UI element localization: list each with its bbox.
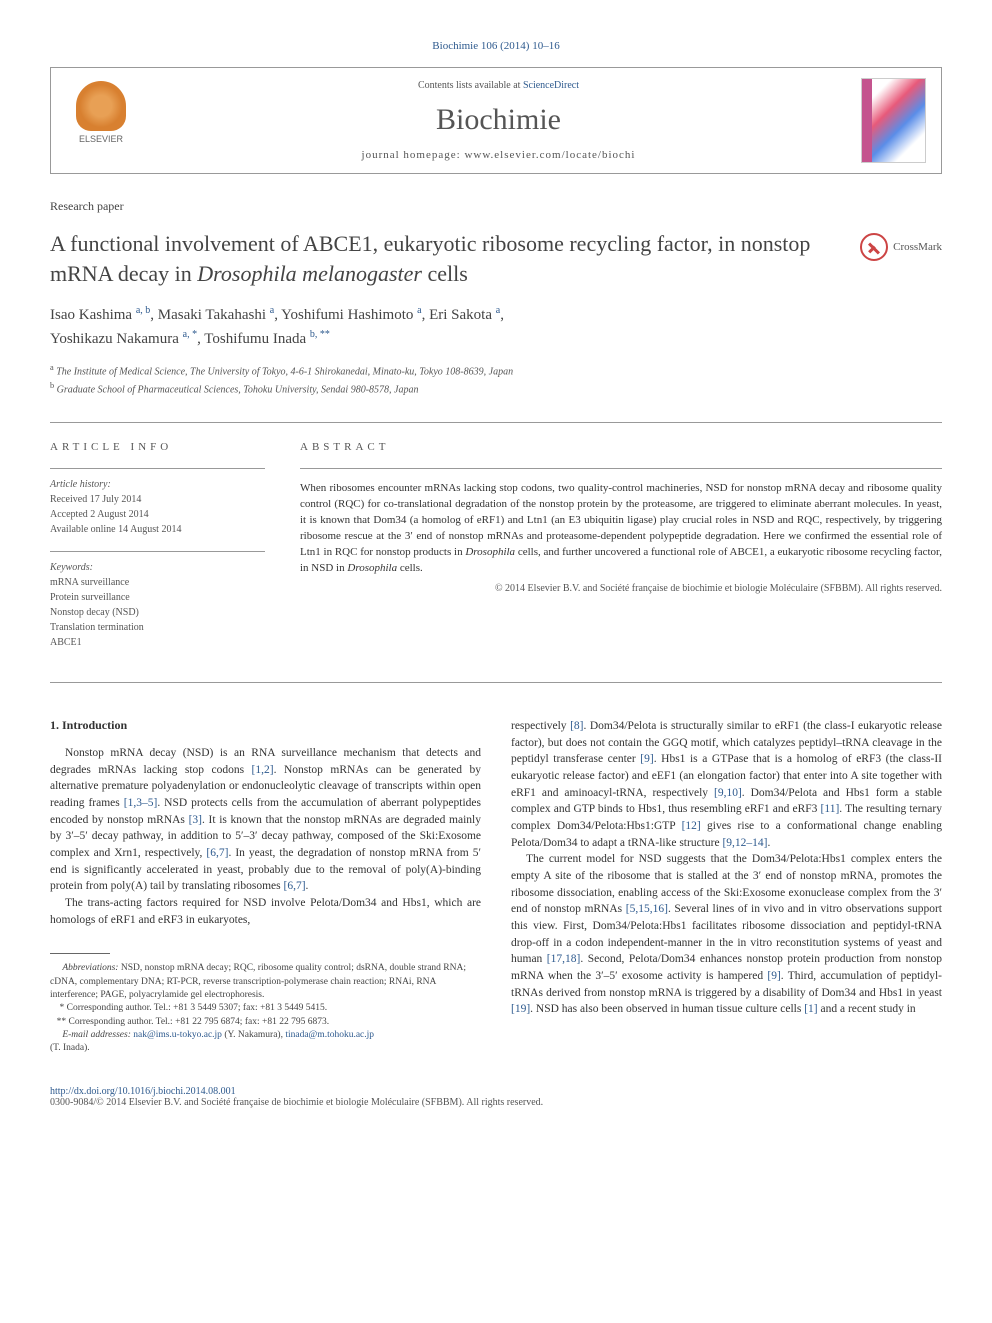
journal-cover-thumbnail <box>861 78 926 163</box>
c2p2e: . NSD has also been observed in human ti… <box>530 1003 804 1015</box>
corresponding-1: Corresponding author. Tel.: +81 3 5449 5… <box>64 1003 327 1013</box>
author-6: , Toshifumu Inada <box>197 331 310 347</box>
cite-19[interactable]: [19] <box>511 1003 530 1015</box>
email-1[interactable]: nak@ims.u-tokyo.ac.jp <box>131 1030 222 1040</box>
abbrev-label: Abbreviations: <box>62 963 118 973</box>
cite-1-3-5[interactable]: [1,3–5] <box>124 797 158 809</box>
email-2[interactable]: tinada@m.tohoku.ac.jp <box>285 1030 374 1040</box>
abstract-p1b: Drosophila <box>465 546 515 558</box>
history-accepted: Accepted 2 August 2014 <box>50 507 265 522</box>
affil-a: The Institute of Medical Science, The Un… <box>54 367 513 378</box>
elsevier-label: ELSEVIER <box>79 134 123 144</box>
cite-5-15-16[interactable]: [5,15,16] <box>626 903 668 915</box>
journal-header: ELSEVIER Contents lists available at Sci… <box>50 67 942 174</box>
abstract-text: When ribosomes encounter mRNAs lacking s… <box>300 481 942 577</box>
elsevier-logo: ELSEVIER <box>66 81 136 161</box>
cite-17-18[interactable]: [17,18] <box>547 953 581 965</box>
abstract-heading: abstract <box>300 441 942 453</box>
keywords-heading: Keywords: <box>50 562 265 573</box>
author-sep: , <box>500 307 504 323</box>
intro-p2-cont: respectively [8]. Dom34/Pelota is struct… <box>511 718 942 851</box>
keyword-4: Translation termination <box>50 620 265 635</box>
author-5: Yoshikazu Nakamura <box>50 331 183 347</box>
page-footer: http://dx.doi.org/10.1016/j.biochi.2014.… <box>50 1086 942 1108</box>
crossmark-icon <box>860 233 888 261</box>
author-2: , Masaki Takahashi <box>150 307 269 323</box>
keyword-1: mRNA surveillance <box>50 575 265 590</box>
c2p2f: and a recent study in <box>818 1003 916 1015</box>
cite-9[interactable]: [9] <box>640 753 653 765</box>
authors-list: Isao Kashima a, b, Masaki Takahashi a, Y… <box>50 303 942 350</box>
c2p1g: . <box>767 837 770 849</box>
article-type: Research paper <box>50 199 942 214</box>
sciencedirect-link[interactable]: ScienceDirect <box>523 80 579 91</box>
body-column-right: respectively [8]. Dom34/Pelota is struct… <box>511 718 942 1055</box>
p1f: . <box>306 880 309 892</box>
article-title: A functional involvement of ABCE1, eukar… <box>50 229 942 288</box>
abstract-copyright: © 2014 Elsevier B.V. and Société françai… <box>300 582 942 596</box>
introduction-heading: 1. Introduction <box>50 718 481 733</box>
cite-11[interactable]: [11] <box>821 803 840 815</box>
author-1-affil: a, b <box>136 305 150 316</box>
history-received: Received 17 July 2014 <box>50 492 265 507</box>
cite-12[interactable]: [12] <box>682 820 701 832</box>
intro-p1: Nonstop mRNA decay (NSD) is an RNA surve… <box>50 745 481 895</box>
author-1: Isao Kashima <box>50 307 136 323</box>
journal-name: Biochimie <box>136 103 861 137</box>
contents-prefix: Contents lists available at <box>418 80 523 91</box>
author-3: , Yoshifumi Hashimoto <box>274 307 417 323</box>
article-info-heading: article info <box>50 441 265 453</box>
history-online: Available online 14 August 2014 <box>50 522 265 537</box>
cite-3[interactable]: [3] <box>189 814 202 826</box>
corresponding-2: Corresponding author. Tel.: +81 22 795 6… <box>66 1017 329 1027</box>
cite-9b[interactable]: [9] <box>767 970 780 982</box>
footnotes: Abbreviations: NSD, nonstop mRNA decay; … <box>50 962 481 1055</box>
author-4: , Eri Sakota <box>422 307 496 323</box>
cite-6-7b[interactable]: [6,7] <box>283 880 305 892</box>
article-info-panel: article info Article history: Received 1… <box>50 441 265 664</box>
cite-1-2[interactable]: [1,2] <box>252 764 274 776</box>
footer-copyright: 0300-9084/© 2014 Elsevier B.V. and Socié… <box>50 1097 543 1108</box>
contents-available-text: Contents lists available at ScienceDirec… <box>136 80 861 91</box>
affiliations: a The Institute of Medical Science, The … <box>50 362 942 397</box>
keyword-2: Protein surveillance <box>50 590 265 605</box>
elsevier-tree-icon <box>76 81 126 131</box>
keyword-3: Nonstop decay (NSD) <box>50 605 265 620</box>
homepage-label: journal homepage: <box>362 149 465 161</box>
author-5-affil: a, * <box>183 329 197 340</box>
history-heading: Article history: <box>50 479 265 490</box>
abstract-p1d: Drosophila <box>347 562 397 574</box>
title-italic: Drosophila melanogaster <box>197 261 422 286</box>
affil-b: Graduate School of Pharmaceutical Scienc… <box>54 384 418 395</box>
crossmark-label: CrossMark <box>893 241 942 253</box>
title-part2: cells <box>422 261 468 286</box>
doi-link[interactable]: http://dx.doi.org/10.1016/j.biochi.2014.… <box>50 1086 236 1097</box>
cite-1b[interactable]: [1] <box>804 1003 817 1015</box>
intro-p2: The trans-acting factors required for NS… <box>50 895 481 928</box>
cite-8[interactable]: [8] <box>570 720 583 732</box>
email-label: E-mail addresses: <box>62 1030 131 1040</box>
c2p1a: respectively <box>511 720 570 732</box>
keyword-5: ABCE1 <box>50 635 265 650</box>
intro-p3: The current model for NSD suggests that … <box>511 851 942 1018</box>
homepage-url[interactable]: www.elsevier.com/locate/biochi <box>464 149 635 161</box>
cite-9-12-14[interactable]: [9,12–14] <box>722 837 767 849</box>
abstract-panel: abstract When ribosomes encounter mRNAs … <box>300 441 942 664</box>
body-column-left: 1. Introduction Nonstop mRNA decay (NSD)… <box>50 718 481 1055</box>
email-2-name: (T. Inada). <box>50 1042 481 1055</box>
journal-homepage: journal homepage: www.elsevier.com/locat… <box>136 149 861 161</box>
cite-6-7[interactable]: [6,7] <box>206 847 228 859</box>
email-1-name: (Y. Nakamura), <box>222 1030 285 1040</box>
corr2-mark: ** <box>57 1017 67 1027</box>
author-6-affil: b, ** <box>310 329 330 340</box>
abstract-p1e: cells. <box>397 562 423 574</box>
cite-9-10[interactable]: [9,10] <box>714 787 742 799</box>
journal-reference: Biochimie 106 (2014) 10–16 <box>50 40 942 52</box>
crossmark-badge[interactable]: CrossMark <box>860 233 942 261</box>
